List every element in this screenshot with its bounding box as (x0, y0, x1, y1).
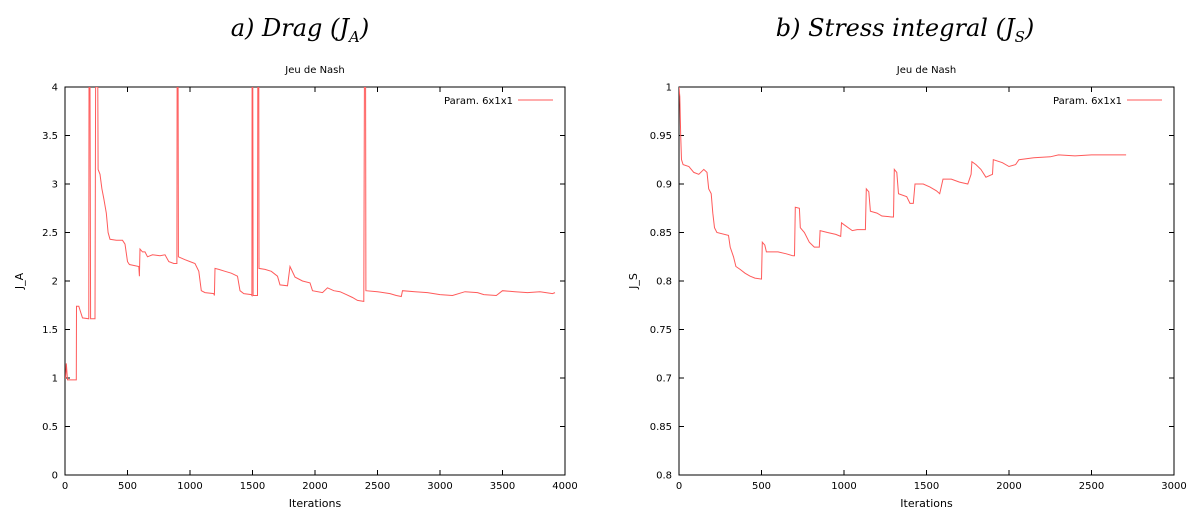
y-axis-label: J_A (13, 272, 26, 290)
x-tick-label: 500 (118, 481, 137, 492)
caption-stress-text: b) Stress integral (J (775, 14, 1015, 42)
y-tick-label: 0.85 (650, 228, 672, 239)
x-tick-label: 1500 (240, 481, 265, 492)
y-tick-label: 0.95 (650, 131, 672, 142)
x-tick-label: 3500 (490, 481, 515, 492)
caption-drag: a) Drag (JA) (40, 8, 560, 48)
y-tick-label: 0.5 (42, 422, 58, 433)
x-tick-label: 2500 (365, 481, 390, 492)
y-tick-label: 0.9 (656, 180, 672, 191)
x-tick-label: 1000 (177, 481, 202, 492)
series-line-drag (65, 87, 556, 381)
x-tick-label: 1500 (914, 481, 939, 492)
legend-label: Param. 6x1x1 (444, 96, 513, 107)
x-tick-label: 1000 (831, 481, 856, 492)
y-tick-label: 0.8 (656, 471, 672, 482)
chart-title: Jeu de Nash (284, 65, 344, 76)
plot-frame (678, 86, 1175, 476)
y-tick-label: 1 (666, 83, 672, 94)
plot-frame (64, 86, 566, 476)
y-tick-label: 0 (52, 471, 58, 482)
y-tick-label: 3 (52, 180, 58, 191)
caption-stress-integral: b) Stress integral (JS) (645, 8, 1165, 48)
y-tick-label: 2 (52, 277, 58, 288)
legend-label: Param. 6x1x1 (1053, 96, 1122, 107)
x-tick-label: 500 (752, 481, 771, 492)
caption-stress-subscript: S (1014, 27, 1025, 46)
y-tick-label: 0.8 (656, 277, 672, 288)
x-tick-label: 2000 (302, 481, 327, 492)
x-tick-label: 3000 (427, 481, 452, 492)
caption-drag-text: a) Drag (J (230, 14, 350, 42)
chart-title: Jeu de Nash (896, 65, 956, 76)
chart-drag: Jeu de Nash 0 500 1000 1500 2000 2500 3000 3500 4… (13, 65, 578, 510)
x-tick-label: 4000 (552, 481, 577, 492)
x-axis-label: Iterations (289, 497, 342, 510)
x-tick-label: 0 (62, 481, 68, 492)
x-tick-label: 2500 (1079, 481, 1104, 492)
y-tick-label: 1.5 (42, 325, 58, 336)
x-tick-label: 2000 (996, 481, 1021, 492)
chart-stress-integral: Jeu de Nash 0 500 1000 1500 2000 2500 3000 0.8 0.… (627, 65, 1187, 510)
y-tick-label: 3.5 (42, 131, 58, 142)
caption-drag-subscript: A (349, 27, 360, 46)
x-axis-label: Iterations (900, 497, 953, 510)
y-tick-label: 0.7 (656, 374, 672, 385)
y-tick-label: 1 (52, 374, 58, 385)
caption-drag-close: ) (359, 14, 370, 42)
y-tick-label: 0.85 (650, 422, 672, 433)
y-tick-label: 2.5 (42, 228, 58, 239)
y-axis-label: J_S (627, 273, 640, 290)
x-tick-label: 0 (676, 481, 682, 492)
x-tick-label: 3000 (1161, 481, 1186, 492)
y-tick-label: 4 (52, 83, 58, 94)
series-line-stress (679, 87, 1127, 280)
caption-stress-close: ) (1024, 14, 1035, 42)
y-tick-label: 0.75 (650, 325, 672, 336)
